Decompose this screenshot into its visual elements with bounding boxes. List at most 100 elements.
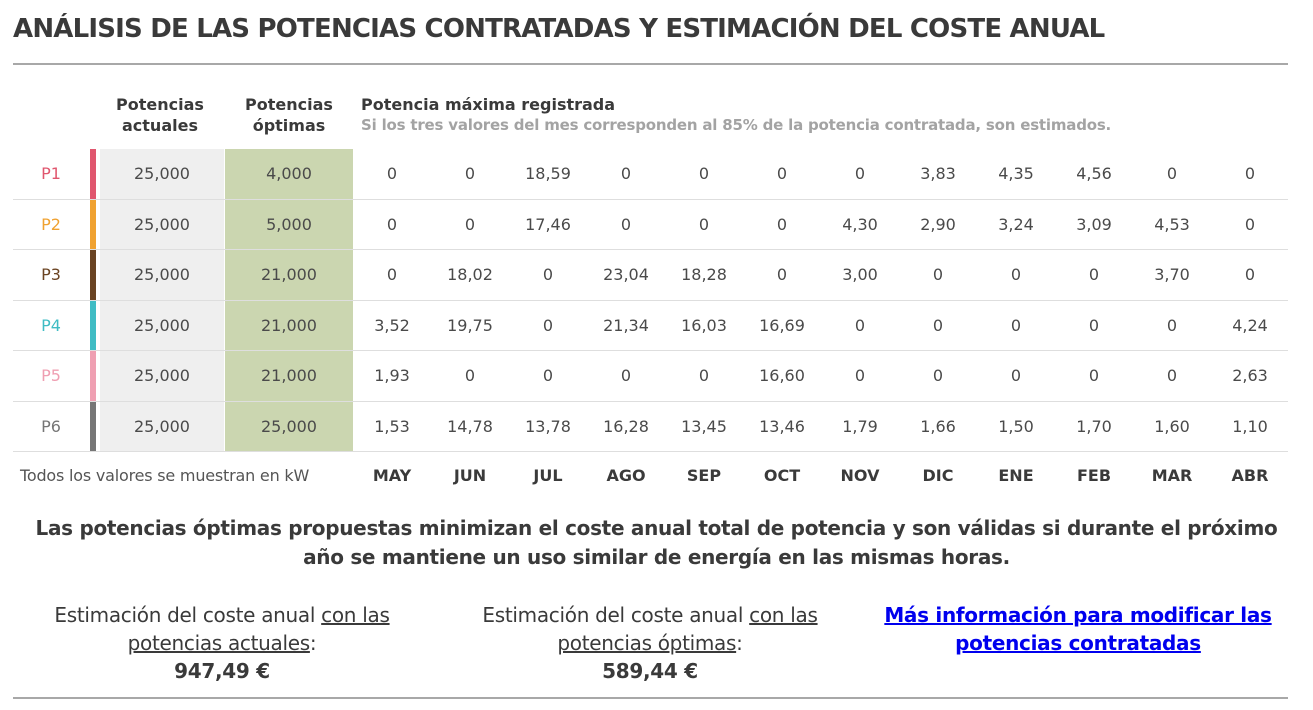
table-row: P4 25,000 21,000 3,52 19,75 0 21,34 16,03 16,69 0…	[13, 300, 1288, 351]
cost-actual-prefix: Estimación del coste anual	[54, 603, 322, 627]
actual-power-cell: 25,000	[100, 300, 224, 350]
table-row: P2 25,000 5,000 0 0 17,46 0 0 0 4,30 2,90 3,24 3,09 4…	[13, 199, 1288, 250]
max-power-cell: 18,59	[525, 164, 571, 184]
month-label: ABR	[1231, 466, 1269, 485]
max-power-cell: 0	[854, 315, 866, 335]
optimal-power-cell: 25,000	[225, 401, 353, 451]
max-power-cell: 14,78	[447, 416, 493, 436]
max-power-cell: 13,45	[681, 416, 727, 436]
max-power-cell: 3,09	[1076, 214, 1112, 234]
month-label: MAR	[1151, 466, 1193, 485]
max-power-cell: 3,83	[920, 164, 956, 184]
period-color-bar	[90, 351, 96, 401]
max-power-cell: 1,50	[998, 416, 1034, 436]
actual-power-cell: 25,000	[100, 199, 224, 249]
max-power-cell: 1,70	[1076, 416, 1112, 436]
max-power-cell: 1,66	[920, 416, 956, 436]
optimal-power-cell: 21,000	[225, 351, 353, 401]
cost-optimal-amount: 589,44 €	[602, 659, 698, 683]
max-power-cell: 0	[698, 214, 710, 234]
max-power-cell: 0	[1010, 366, 1022, 386]
max-power-cell: 0	[464, 366, 476, 386]
max-power-cell: 1,93	[374, 366, 410, 386]
max-power-cell: 0	[1088, 265, 1100, 285]
max-power-cell: 0	[1244, 214, 1256, 234]
actual-power-cell: 25,000	[100, 351, 224, 401]
max-power-cell: 3,52	[374, 315, 410, 335]
month-label: MAY	[372, 466, 412, 485]
actual-power-cell: 25,000	[100, 401, 224, 451]
max-power-cell: 16,03	[681, 315, 727, 335]
header-max-recorded: Potencia máxima registrada	[361, 95, 616, 114]
max-power-cell: 23,04	[603, 265, 649, 285]
bottom-divider	[13, 697, 1288, 699]
optimal-power-cell: 21,000	[225, 250, 353, 300]
table-row: P5 25,000 21,000 1,93 0 0 0 0 16,60 0 0 0 0 0 2,63	[13, 351, 1288, 402]
optimal-power-cell: 21,000	[225, 300, 353, 350]
max-power-cell: 3,24	[998, 214, 1034, 234]
period-label: P5	[41, 366, 61, 386]
max-power-cell: 0	[1244, 265, 1256, 285]
cost-optimal-block: Estimación del coste anual con las poten…	[440, 601, 860, 685]
page-title: ANÁLISIS DE LAS POTENCIAS CONTRATADAS Y …	[13, 14, 1105, 44]
header-actual-power: Potencias actuales	[116, 95, 204, 135]
month-label: AGO	[606, 466, 646, 485]
max-power-cell: 3,00	[842, 265, 878, 285]
month-label: JUL	[533, 466, 563, 485]
max-power-cell: 2,90	[920, 214, 956, 234]
top-divider	[13, 63, 1288, 65]
max-power-cell: 3,70	[1154, 265, 1190, 285]
month-label: DIC	[922, 466, 954, 485]
max-power-cell: 4,30	[842, 214, 878, 234]
max-power-cell: 0	[542, 366, 554, 386]
cost-actual-amount: 947,49 €	[174, 659, 270, 683]
header-optimal-power: Potencias óptimas	[245, 95, 333, 135]
max-power-cell: 4,24	[1232, 315, 1268, 335]
more-info-link[interactable]: Más información para modificar las poten…	[884, 603, 1272, 655]
max-power-cell: 16,69	[759, 315, 805, 335]
max-power-cell: 0	[620, 214, 632, 234]
cost-optimal-suffix: :	[736, 631, 743, 655]
max-power-cell: 4,35	[998, 164, 1034, 184]
max-power-cell: 0	[854, 164, 866, 184]
max-power-cell: 0	[932, 366, 944, 386]
max-power-cell: 0	[620, 366, 632, 386]
max-power-cell: 1,53	[374, 416, 410, 436]
max-power-cell: 0	[932, 315, 944, 335]
period-color-bar	[90, 401, 96, 451]
max-power-cell: 16,60	[759, 366, 805, 386]
max-power-cell: 0	[1010, 315, 1022, 335]
month-label: OCT	[763, 466, 801, 485]
cost-actual-block: Estimación del coste anual con las poten…	[12, 601, 432, 685]
max-power-cell: 4,56	[1076, 164, 1112, 184]
period-label: P1	[41, 164, 61, 184]
max-power-cell: 21,34	[603, 315, 649, 335]
max-power-cell: 0	[1166, 366, 1178, 386]
table-footer: Todos los valores se muestran en kW MAY J…	[13, 460, 1288, 494]
max-power-cell: 1,10	[1232, 416, 1268, 436]
cost-optimal-link-text: con las potencias óptimas	[557, 603, 818, 655]
max-power-cell: 0	[1166, 164, 1178, 184]
max-power-cell: 0	[698, 164, 710, 184]
max-power-cell: 17,46	[525, 214, 571, 234]
month-label: NOV	[840, 466, 880, 485]
max-power-cell: 0	[776, 265, 788, 285]
table-row: P3 25,000 21,000 0 18,02 0 23,04 18,28 0 3,00 0 0 0 3…	[13, 250, 1288, 301]
power-table: P1 25,000 4,000 0 0 18,59 0 0 0 0 3,83 4,35 4,56 0 0 P2…	[13, 149, 1288, 452]
month-label: JUN	[453, 466, 487, 485]
max-power-cell: 0	[1088, 366, 1100, 386]
max-power-cell: 18,28	[681, 265, 727, 285]
cost-actual-link-text: con las potencias actuales	[127, 603, 390, 655]
month-label: FEB	[1076, 466, 1112, 485]
max-power-cell: 0	[1088, 315, 1100, 335]
max-power-cell: 0	[542, 315, 554, 335]
period-label: P4	[41, 315, 61, 335]
max-power-cell: 13,78	[525, 416, 571, 436]
month-label: ENE	[998, 466, 1034, 485]
max-power-cell: 0	[386, 265, 398, 285]
max-power-cell: 1,79	[842, 416, 878, 436]
max-power-cell: 0	[854, 366, 866, 386]
period-color-bar	[90, 250, 96, 300]
max-power-cell: 13,46	[759, 416, 805, 436]
summary-text: Las potencias óptimas propuestas minimiz…	[35, 516, 1278, 569]
